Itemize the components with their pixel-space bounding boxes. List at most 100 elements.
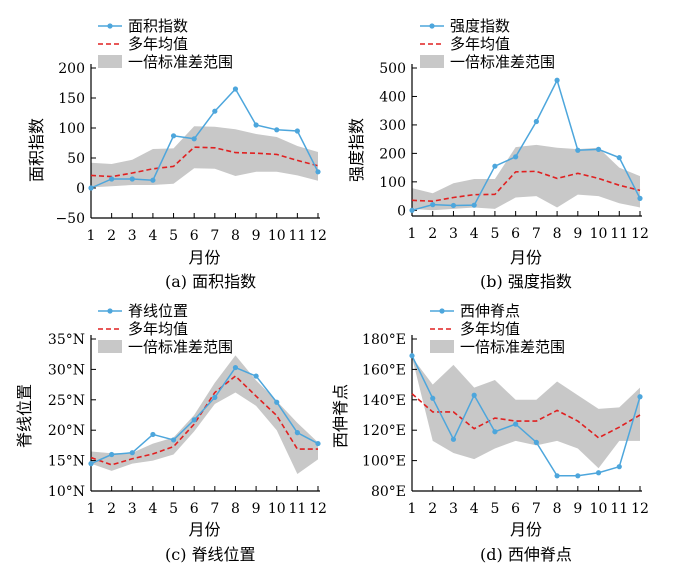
y-tick-label: 0 (397, 203, 406, 219)
y-tick-label: 10°N (48, 484, 85, 500)
x-tick-label: 9 (573, 226, 582, 242)
y-tick-label: 25°N (48, 393, 85, 409)
legend-index-marker (429, 23, 435, 29)
y-tick-label: 15°N (48, 454, 85, 470)
panel-caption: (c) 脊线位置 (165, 545, 256, 564)
x-tick-label: 12 (631, 226, 649, 242)
y-tick-label: 200 (379, 146, 406, 162)
mean-line (90, 146, 319, 178)
panel-caption: (b) 强度指数 (480, 272, 572, 291)
x-tick-label: 5 (169, 228, 178, 244)
index-point (315, 169, 321, 175)
index-point (616, 464, 622, 470)
mean-line (90, 375, 318, 466)
index-line (411, 355, 641, 477)
index-point (232, 86, 239, 92)
x-tick-label: 2 (107, 501, 116, 517)
y-tick-label: 35°N (48, 332, 85, 348)
index-point (88, 461, 94, 467)
panel-caption: (a) 面积指数 (165, 272, 256, 291)
y-tick-label: 100°E (362, 454, 406, 470)
panel-caption: (d) 西伸脊点 (480, 545, 572, 564)
index-point (150, 431, 156, 438)
index-point (409, 353, 415, 359)
x-tick-label: 4 (148, 228, 157, 244)
x-tick-label: 6 (511, 226, 520, 242)
legend-index-label: 西伸脊点 (460, 302, 520, 320)
legend-band-swatch (430, 340, 454, 353)
index-point (492, 429, 498, 435)
legend-band-label: 一倍标准差范围 (128, 338, 233, 356)
std-band (412, 357, 640, 469)
index-point (170, 133, 177, 139)
index-point (232, 364, 239, 371)
index-point (430, 202, 436, 208)
index-point (554, 77, 560, 83)
index-point (575, 147, 581, 153)
index-point (637, 394, 643, 400)
x-tick-label: 4 (470, 501, 479, 517)
std-band (91, 126, 318, 188)
x-tick-label: 7 (532, 501, 541, 517)
index-point (274, 127, 280, 133)
std-band (412, 144, 640, 211)
index-point (294, 128, 300, 134)
x-tick-label: 7 (210, 501, 219, 517)
x-tick-label: 3 (128, 228, 137, 244)
x-tick-label: 5 (490, 226, 499, 242)
x-tick-label: 1 (87, 228, 96, 244)
y-axis-label: 西伸脊点 (331, 384, 350, 448)
y-tick-label: 100 (379, 175, 406, 191)
x-axis-label: 月份 (188, 520, 220, 539)
x-tick-label: 3 (449, 226, 458, 242)
x-tick-label: 11 (610, 501, 628, 517)
x-tick-label: 10 (590, 501, 608, 517)
legend-index-marker (439, 308, 445, 314)
index-point (274, 399, 280, 405)
x-tick-label: 8 (553, 226, 562, 242)
x-tick-label: 10 (590, 226, 608, 242)
x-tick-label: 7 (532, 226, 541, 242)
x-axis-label: 月份 (188, 248, 220, 267)
index-point (150, 177, 156, 183)
y-tick-label: 20°N (48, 423, 85, 439)
std-band (91, 355, 318, 474)
index-point (191, 417, 197, 423)
index-point (212, 108, 218, 114)
x-tick-label: 6 (511, 501, 520, 517)
x-tick-label: 9 (573, 501, 582, 517)
index-point (492, 163, 498, 169)
legend-mean-label: 多年均值 (460, 320, 520, 338)
index-point (109, 176, 115, 182)
x-axis-label: 月份 (510, 520, 542, 539)
index-point (212, 394, 218, 400)
y-tick-label: 30°N (48, 362, 85, 378)
x-tick-label: 1 (408, 226, 417, 242)
x-tick-label: 8 (231, 228, 240, 244)
y-tick-label: 400 (379, 89, 406, 105)
y-tick-label: 500 (379, 61, 406, 77)
x-tick-label: 5 (490, 501, 499, 517)
index-point (533, 439, 539, 445)
legend-band-label: 一倍标准差范围 (460, 338, 565, 356)
y-axis-label: 脊线位置 (15, 384, 34, 448)
legend-index-label: 面积指数 (128, 17, 188, 35)
index-point (450, 202, 457, 209)
x-tick-label: 1 (87, 501, 96, 517)
x-tick-label: 3 (449, 501, 458, 517)
x-tick-label: 12 (309, 228, 327, 244)
legend-index-label: 强度指数 (450, 17, 510, 35)
legend-band-swatch (98, 55, 122, 68)
x-tick-label: 5 (169, 501, 178, 517)
x-tick-label: 11 (288, 228, 306, 244)
x-tick-label: 12 (631, 501, 649, 517)
x-tick-label: 10 (268, 501, 286, 517)
x-tick-label: 11 (288, 501, 306, 517)
legend-mean-label: 多年均值 (128, 320, 188, 338)
y-tick-label: 200 (58, 61, 85, 77)
legend-index-label: 脊线位置 (128, 302, 188, 320)
index-point (409, 207, 415, 213)
x-tick-label: 6 (190, 501, 199, 517)
